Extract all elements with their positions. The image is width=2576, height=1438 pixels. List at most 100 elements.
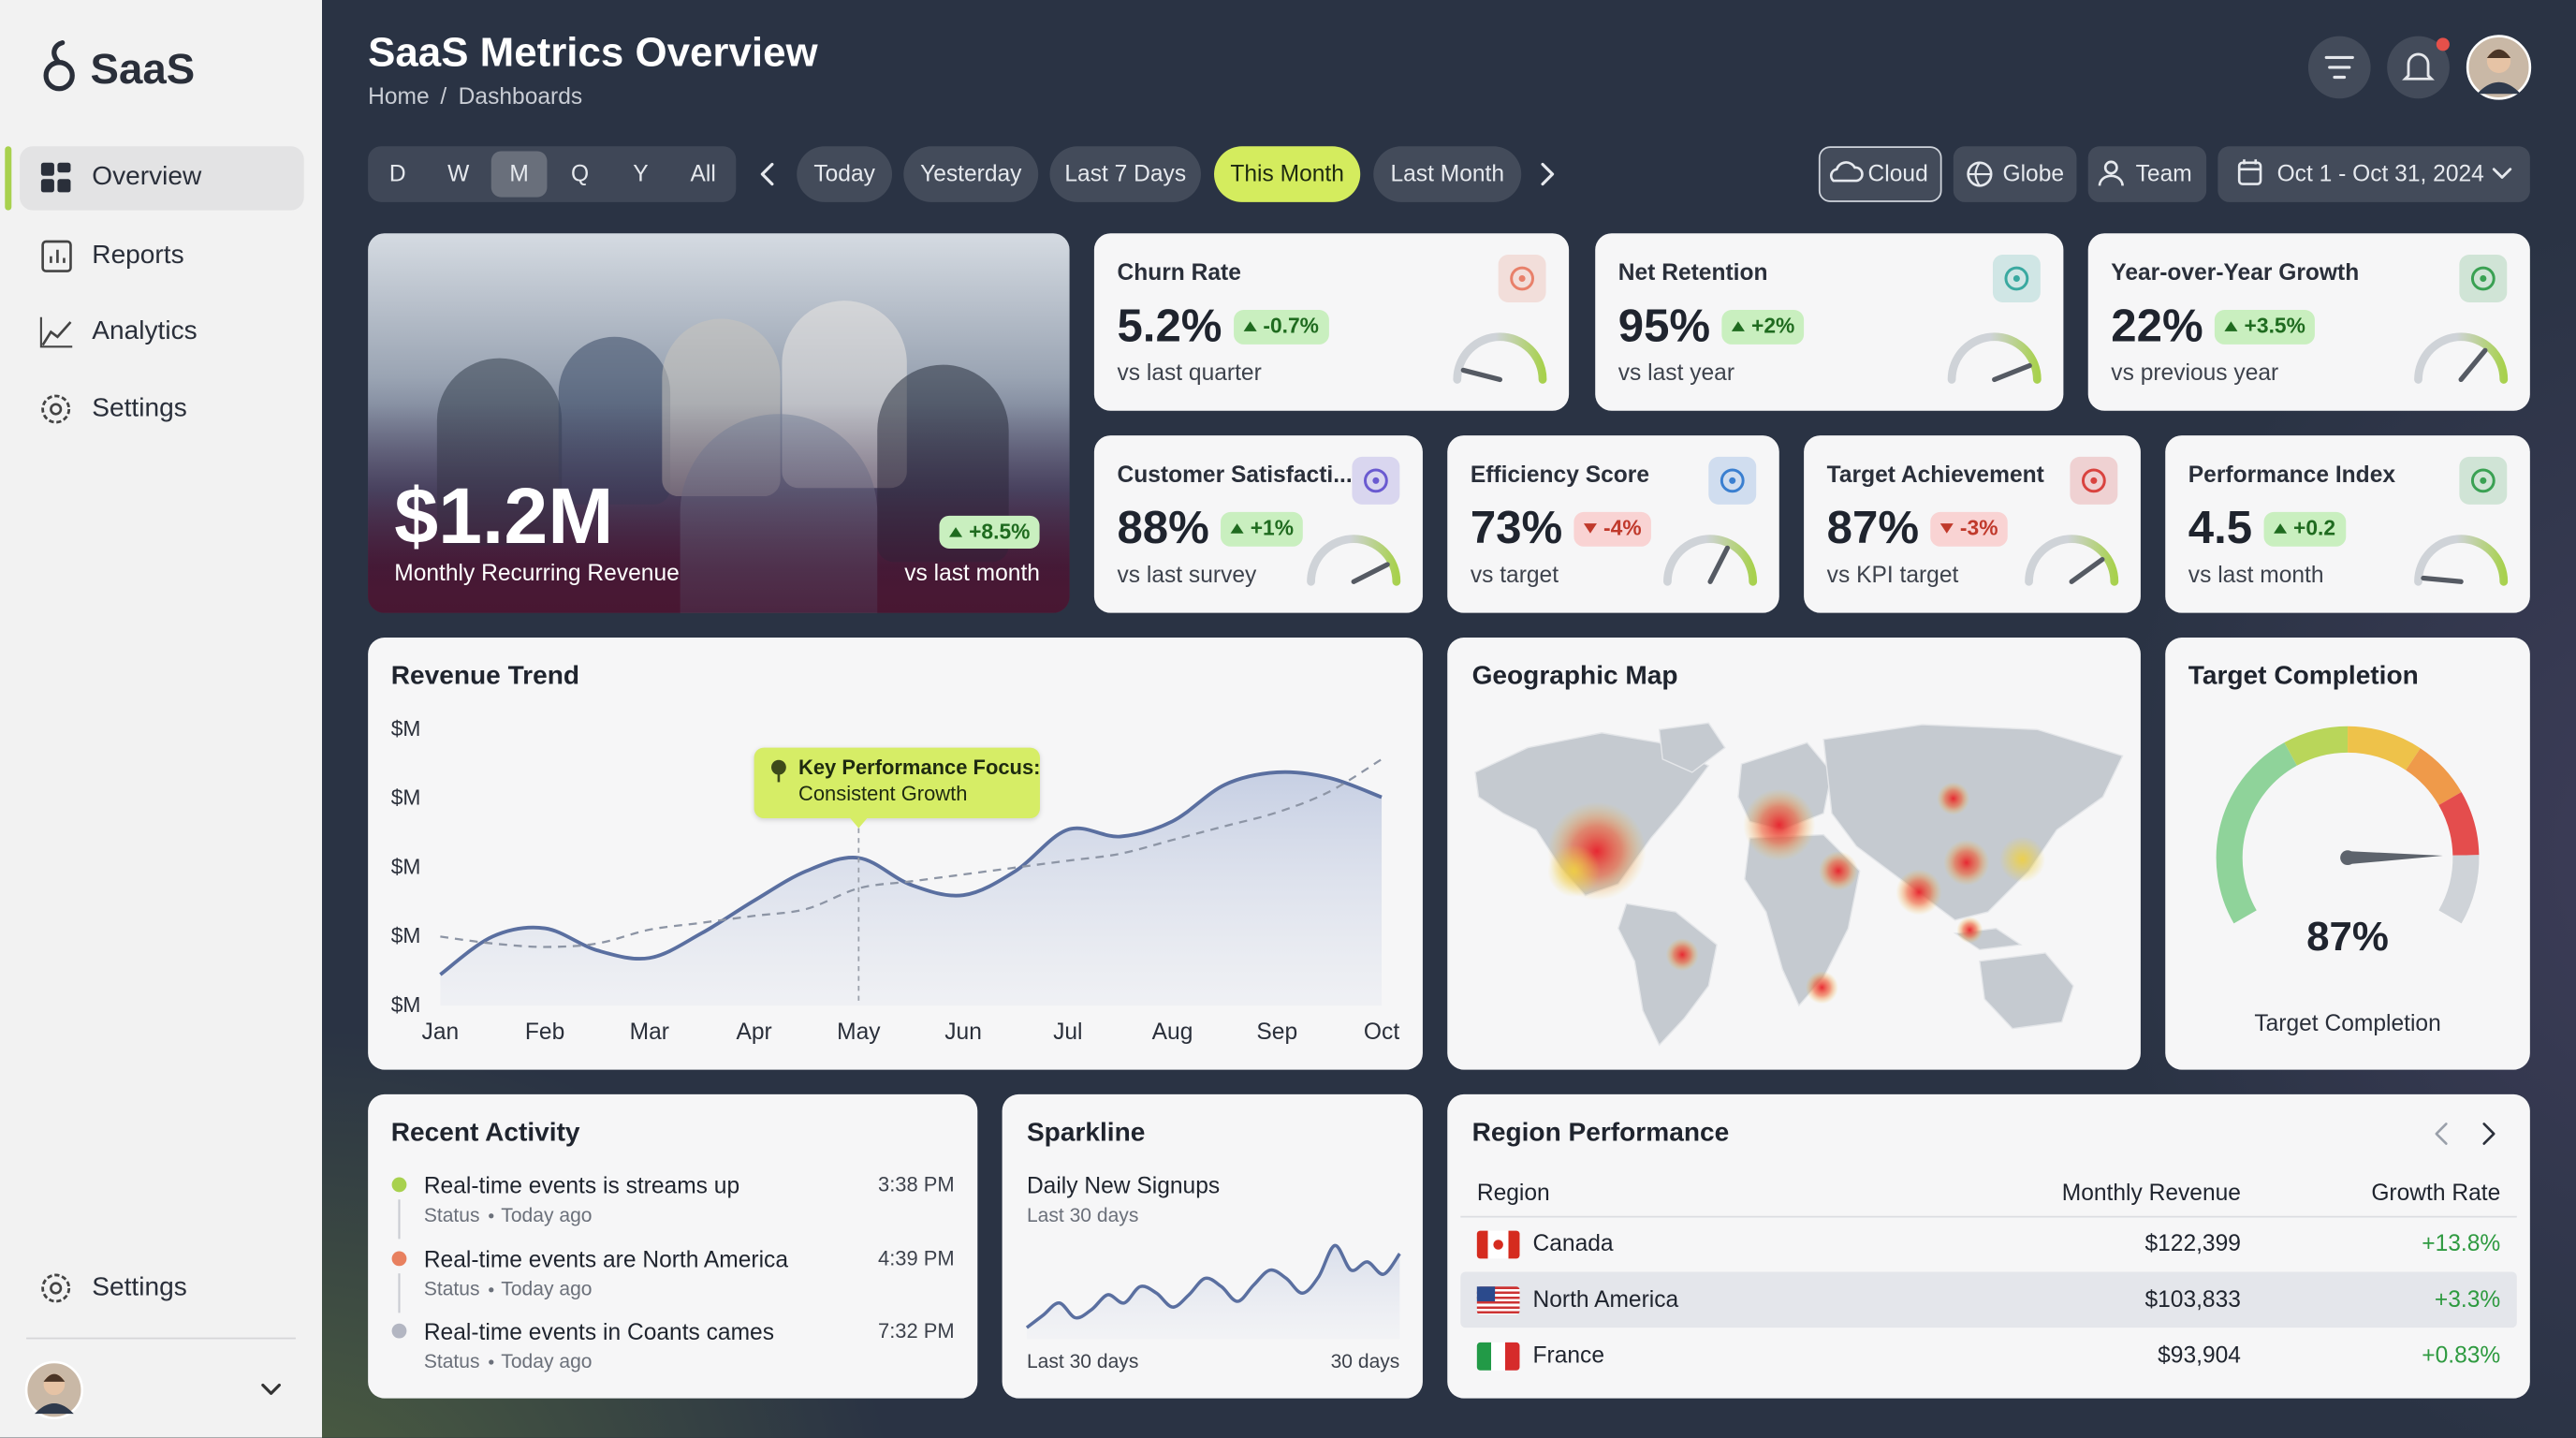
breadcrumb-item[interactable]: Home [368,82,430,110]
activity-title: Real-time events is streams up [423,1171,740,1199]
nav-item[interactable]: Settings [92,1273,187,1302]
activity-title: Real-time events are North America [423,1245,789,1272]
gauge-value: 87% [2306,914,2389,961]
row-highlight [1460,1271,2517,1328]
range-label: Today [813,159,875,186]
kpi-value: 88% [1117,502,1209,553]
avatar [2486,49,2511,73]
nav-item[interactable]: Overview [92,163,202,191]
change-value: +8.5% [969,519,1031,544]
kpi-icon-bg [2459,456,2508,505]
sidebar [0,0,322,1438]
y-tick-label: $M [390,923,421,948]
range-button[interactable] [903,146,1039,202]
nav-item[interactable]: Settings [92,394,187,423]
hero-value: $1.2M [394,474,614,562]
header-divider [1460,1215,2517,1218]
activity-when: Today ago [501,1203,593,1227]
nav-item[interactable]: Analytics [92,317,198,345]
notification-dot [2436,37,2450,51]
date-range: Oct 1 - Oct 31, 2024 [2276,159,2484,186]
column-header: Growth Rate [2371,1178,2501,1206]
range-button[interactable] [1373,146,1522,202]
breadcrumb-separator: / [440,82,447,110]
bell-icon [2402,52,2435,81]
activity-title: Real-time events in Coants cames [423,1318,775,1345]
column-header: Region [1476,1178,1550,1206]
view-label: Globe [2002,159,2065,186]
photo-shade [368,233,1070,613]
change-value: +3.5% [2244,313,2305,339]
kpi-icon-bg [1992,255,2041,302]
tooltip-detail: 22K, 82B [1573,801,1638,820]
hero-card [368,233,1070,613]
sparkline-footer: 30 days [1330,1349,1400,1373]
granularity-button[interactable]: M [509,159,529,186]
kpi-value: 87% [1826,502,1920,553]
y-tick-label: $M [390,854,421,879]
change-value: +2% [1751,313,1795,339]
kpi-icon-bg [2459,255,2508,302]
kpi-title: Customer Satisfacti... [1117,460,1353,488]
trend-arrow [1939,523,1954,535]
range-label: Last Month [1390,159,1505,186]
nav-item[interactable]: Reports [92,242,184,271]
kpi-note: vs last quarter [1117,359,1262,386]
kpi-note: vs previous year [2111,359,2279,386]
range-label: This Month [1230,159,1344,186]
range-button[interactable] [797,146,893,202]
kpi-value: 22% [2111,300,2203,351]
x-tick-label: Jan [421,1017,460,1045]
granularity-button[interactable]: All [690,159,716,186]
kpi-value-row: 4.5 +0.2 [2188,503,2346,554]
flag-us-canton [1573,775,1588,785]
activity-when: Today ago [501,1277,593,1300]
x-tick-label: Apr [736,1017,772,1045]
granularity-button[interactable]: W [447,159,470,186]
trend-arrow [1243,321,1257,332]
range-label: Yesterday [920,159,1022,186]
trend-arrow [2224,321,2238,332]
kpi-note: vs target [1470,561,1559,588]
kpi-value: 5.2% [1117,300,1222,351]
map-card [1447,637,2141,1070]
kpi-value-row: 88% +1% [1117,502,1304,554]
kpi-value-row: 5.2% -0.7% [1117,300,1329,352]
kpi-icon-bg [1708,456,1757,505]
date-picker[interactable] [2217,146,2530,202]
table-cell: $103,833 [2144,1285,2241,1313]
activity-card [368,1093,978,1399]
kpi-title: Year-over-Year Growth [2111,258,2360,286]
kpi-value: 95% [1617,300,1711,351]
kpi-note: vs last year [1617,359,1735,386]
page-title: SaaS Metrics Overview [368,30,818,77]
sparkline-subtitle: Daily New Signups [1026,1171,1221,1199]
x-tick-label: Jul [1053,1017,1083,1045]
kpi-title: Performance Index [2188,460,2396,488]
gauge-card [2165,637,2530,1070]
kpi-value: 73% [1470,502,1563,553]
card-title: Geographic Map [1471,662,1678,691]
kpi-note: vs last month [2188,561,2324,588]
granularity-button[interactable]: D [388,159,406,186]
granularity-button[interactable]: Q [570,159,590,186]
trend-arrow [1731,321,1745,332]
activity-status: Status [423,1349,480,1373]
change-value: -4% [1603,515,1642,541]
view-label: Cloud [1867,159,1928,186]
table-cell: North America [1532,1285,1679,1313]
range-button[interactable] [1214,146,1361,202]
range-button[interactable] [1049,146,1201,202]
card-title: Region Performance [1471,1119,1730,1148]
granularity-button[interactable]: Y [633,159,649,186]
table-card [1447,1093,2530,1399]
activity-status: Status [423,1203,480,1227]
kpi-title: Target Achievement [1826,460,2044,488]
activity-status: Status [423,1277,480,1300]
granularity-active [490,151,548,198]
x-tick-label: Feb [524,1017,565,1045]
y-tick-label: $M [390,991,421,1018]
chart-card [368,637,1423,1070]
icon-button [2307,36,2371,99]
